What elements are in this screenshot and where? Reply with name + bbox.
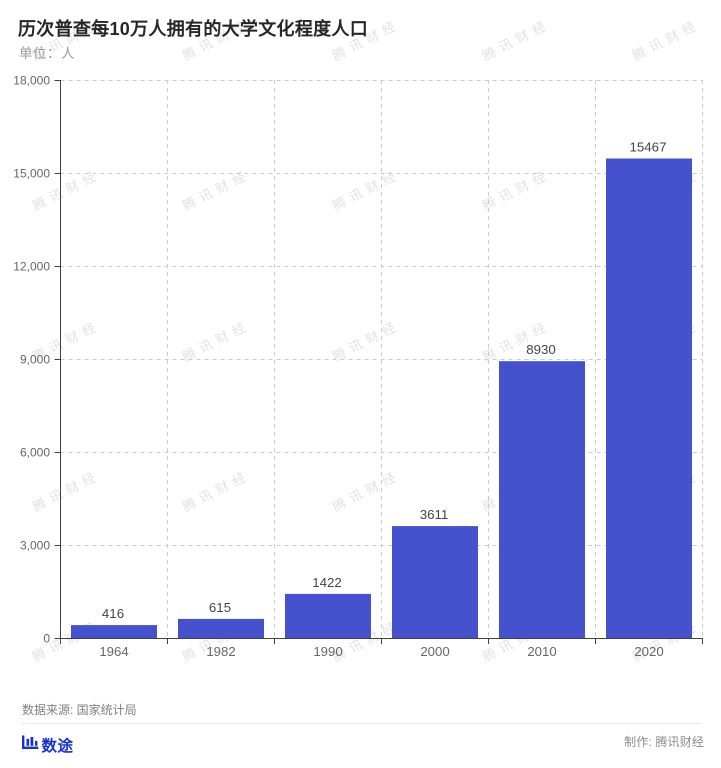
svg-text:3,000: 3,000: [20, 539, 50, 553]
svg-text:2010: 2010: [527, 644, 556, 659]
svg-text:18,000: 18,000: [13, 74, 50, 88]
svg-text:15,000: 15,000: [13, 167, 50, 181]
svg-text:0: 0: [43, 632, 50, 646]
svg-text:1990: 1990: [313, 644, 342, 659]
svg-text:9,000: 9,000: [20, 353, 50, 367]
svg-text:3611: 3611: [420, 507, 449, 522]
svg-text:416: 416: [102, 606, 124, 621]
svg-text:1422: 1422: [312, 575, 342, 590]
svg-text:15467: 15467: [630, 140, 667, 155]
svg-text:2020: 2020: [634, 644, 663, 659]
svg-text:12,000: 12,000: [13, 260, 50, 274]
svg-text:615: 615: [209, 600, 231, 615]
svg-text:8930: 8930: [526, 342, 556, 357]
svg-text:2000: 2000: [420, 644, 449, 659]
svg-text:1982: 1982: [206, 644, 235, 659]
svg-text:1964: 1964: [99, 644, 128, 659]
svg-text:6,000: 6,000: [20, 446, 50, 460]
